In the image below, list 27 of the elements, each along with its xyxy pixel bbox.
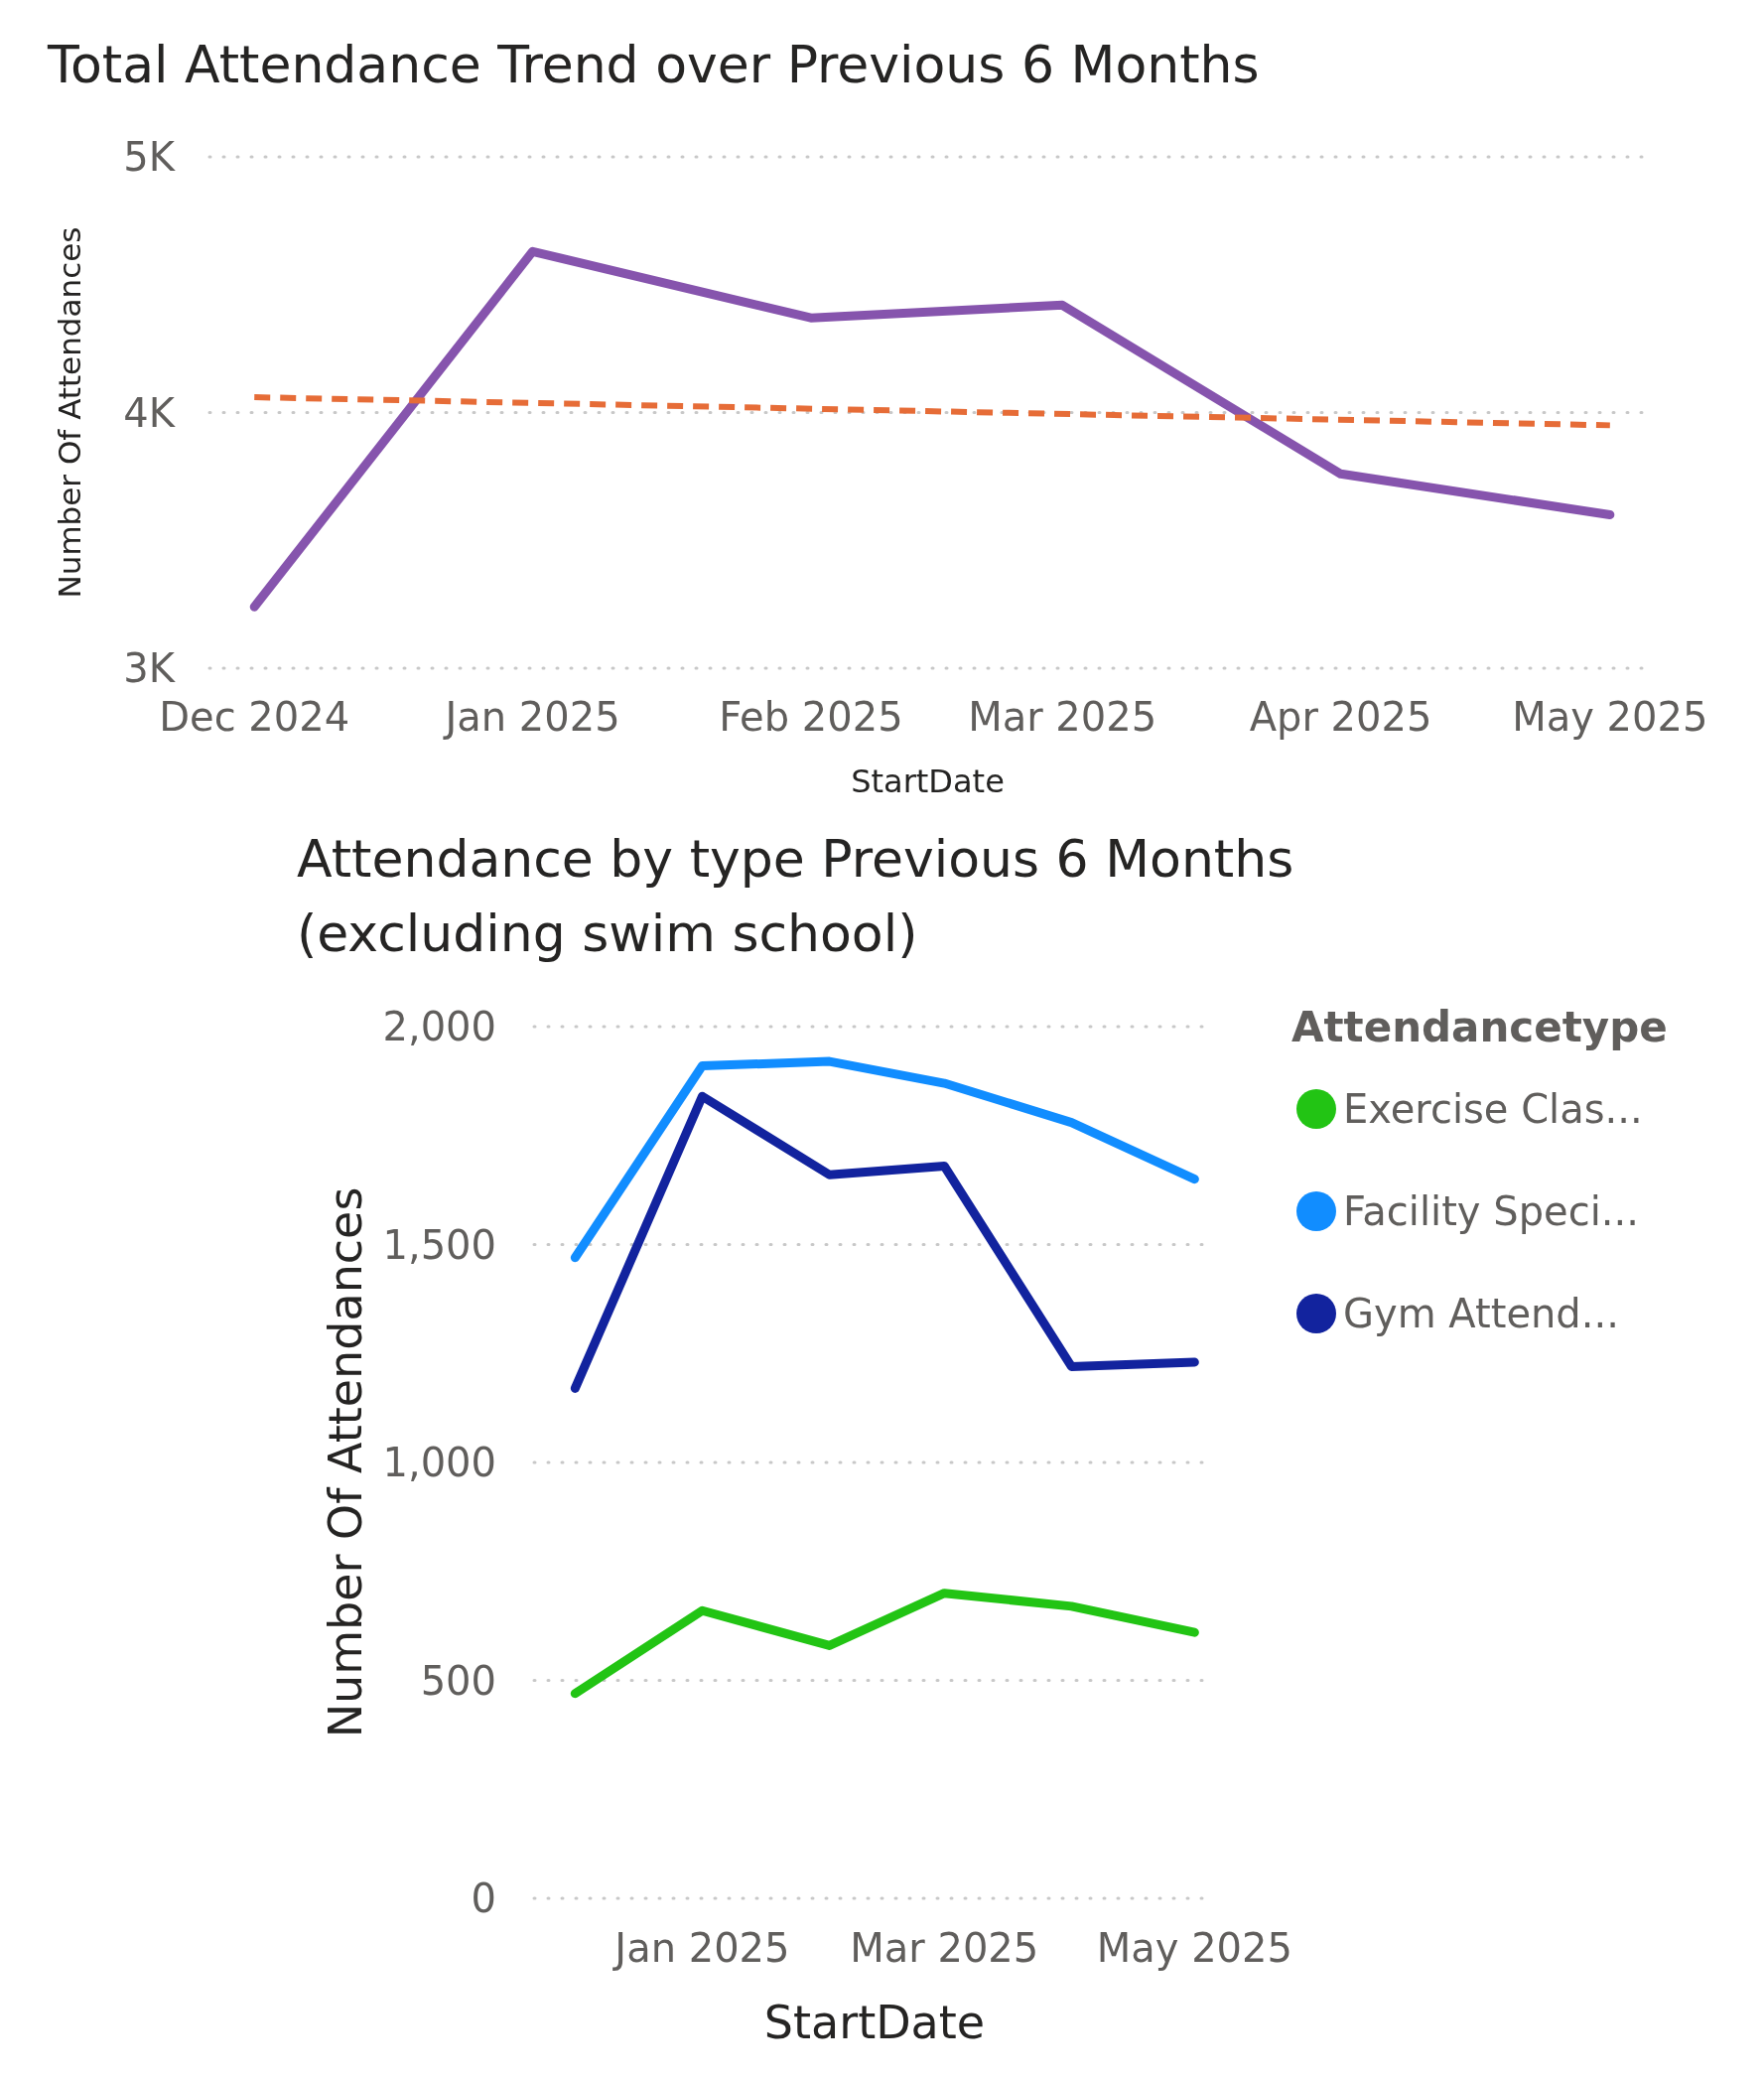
y-axis-title: Number Of Attendances <box>51 226 87 599</box>
x-tick-label: Jan 2025 <box>442 694 620 740</box>
x-tick-label: Apr 2025 <box>1249 694 1432 740</box>
y-tick-label: 500 <box>420 1657 496 1704</box>
y-tick-label: 4K <box>123 389 177 436</box>
legend-label: Gym Attend... <box>1343 1291 1619 1336</box>
legend-title: Attendancetype <box>1291 1002 1668 1051</box>
x-tick-label: May 2025 <box>1512 694 1708 740</box>
y-tick-label: 1,500 <box>382 1221 496 1268</box>
x-tick-label: Feb 2025 <box>719 694 903 740</box>
y-tick-label: 1,000 <box>382 1440 496 1485</box>
legend-label: Exercise Clas... <box>1343 1086 1643 1132</box>
legend-label: Facility Speci... <box>1343 1188 1639 1234</box>
y-tick-label: 3K <box>123 645 177 691</box>
chart-title: Total Attendance Trend over Previous 6 Months <box>47 35 1260 94</box>
x-axis-title: StartDate <box>763 1996 986 2049</box>
y-tick-label: 0 <box>471 1875 496 1921</box>
y-tick-label: 5K <box>123 134 177 180</box>
y-axis-title: Number Of Attendances <box>319 1186 373 1738</box>
x-tick-label: Mar 2025 <box>968 694 1157 740</box>
y-tick-label: 2,000 <box>382 1004 496 1049</box>
x-tick-label: Mar 2025 <box>850 1925 1039 1971</box>
chart-title: Attendance by type Previous 6 Months (excluding swim school) <box>297 829 1294 964</box>
x-axis-title: StartDate <box>851 763 1005 800</box>
x-tick-label: Jan 2025 <box>611 1925 790 1971</box>
x-tick-label: Dec 2024 <box>159 694 350 740</box>
x-tick-label: May 2025 <box>1096 1925 1292 1971</box>
